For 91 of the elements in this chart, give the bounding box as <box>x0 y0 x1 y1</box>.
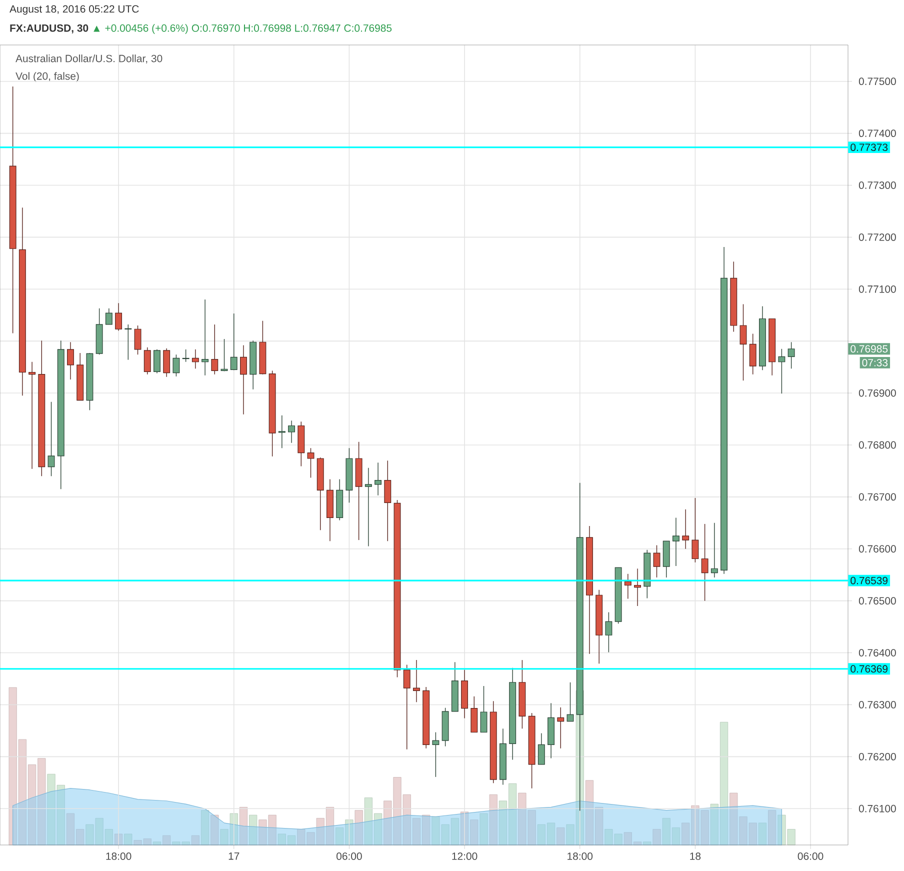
bar <box>489 794 498 846</box>
candlestick <box>192 349 199 369</box>
y-tick-label: 0.77500 <box>858 78 896 86</box>
x-tick-label: 06:00 <box>336 852 362 860</box>
candlestick <box>634 568 642 606</box>
candlestick <box>220 338 228 372</box>
candlestick <box>115 302 122 332</box>
y-tick-label: 0.76400 <box>858 649 896 656</box>
text: ▲ +0.00456 (+0.6%) <box>94 24 188 34</box>
y-tick-label: 0.77300 <box>858 182 896 189</box>
candlestick <box>710 522 718 578</box>
candlestick <box>211 324 218 375</box>
candlestick <box>124 324 132 360</box>
y-tick-label: 0.76900 <box>858 389 896 397</box>
bar <box>210 814 219 846</box>
candlestick <box>364 467 372 547</box>
candlestick <box>682 509 690 550</box>
y-tick-label: 0.76600 <box>858 545 896 553</box>
candlestick <box>480 686 488 733</box>
bar <box>758 822 767 846</box>
candlestick <box>432 732 440 778</box>
ref-line-label: 0.76539 <box>850 576 888 584</box>
y-tick-label: 0.76300 <box>858 701 896 708</box>
y-tick-label: 0.77200 <box>858 233 896 241</box>
ref-line-label: 0.77373 <box>850 144 888 152</box>
bar <box>124 834 132 846</box>
y-tick-label: 0.76800 <box>858 441 896 449</box>
candlestick <box>470 696 478 733</box>
candlestick <box>413 660 420 702</box>
candlestick <box>566 682 574 722</box>
candlestick <box>172 354 180 377</box>
candlestick <box>701 524 708 602</box>
candlestick <box>278 415 286 448</box>
candlestick <box>384 460 392 542</box>
bar <box>652 829 661 846</box>
candlestick <box>740 304 747 381</box>
bar <box>354 810 363 846</box>
candlestick <box>778 348 786 394</box>
candlestick <box>374 462 382 496</box>
bar <box>239 806 248 846</box>
candlestick <box>692 498 699 563</box>
candlestick <box>749 333 756 375</box>
y-tick-label: 0.77400 <box>858 130 896 137</box>
y-tick-label: 0.76200 <box>858 752 896 760</box>
candlestick <box>288 420 296 444</box>
chart-title: Vol (20, false) <box>16 72 79 82</box>
candlestick <box>307 448 314 478</box>
y-tick-label: 0.76500 <box>858 597 896 605</box>
candlestick <box>605 612 612 653</box>
text: Australian Dollar/U.S. Dollar, 30 <box>16 54 162 64</box>
candlestick <box>144 346 151 375</box>
x-tick-label: 18:00 <box>106 852 132 860</box>
candlestick <box>163 348 170 378</box>
bar <box>249 814 258 846</box>
y-tick-label: 0.77100 <box>858 285 896 293</box>
candlestick <box>202 299 209 376</box>
x-tick-label: 06:00 <box>798 852 824 860</box>
candlestick <box>134 325 142 355</box>
candlestick <box>48 402 55 476</box>
candlestick <box>67 342 74 380</box>
y-tick-label: 0.76100 <box>858 804 896 812</box>
text: August 18, 2016 05:22 UTC <box>10 5 139 15</box>
x-tick-label: 12:00 <box>452 852 478 860</box>
candlestick <box>624 573 632 600</box>
candlestick <box>538 732 545 765</box>
candlestick <box>154 349 160 374</box>
candlestick <box>403 664 410 750</box>
bar <box>191 835 200 846</box>
bar <box>201 810 210 846</box>
bar <box>556 827 565 846</box>
x-tick-label: 18:00 <box>568 852 593 860</box>
y-tick-label: 0.76700 <box>858 493 896 501</box>
candlestick <box>28 362 36 470</box>
x-tick-label: 18 <box>690 852 701 860</box>
text: 0.76985 <box>850 345 888 353</box>
candlestick <box>105 308 112 325</box>
candlestick <box>788 342 795 369</box>
text: O:0.76970 H:0.76998 L:0.76947 C:0.76985 <box>192 24 392 32</box>
candlestick <box>182 349 190 362</box>
text: 07:33 <box>862 358 888 366</box>
bar <box>480 813 488 846</box>
candlestick <box>557 706 564 749</box>
candlestick <box>240 344 247 415</box>
bar <box>768 810 776 846</box>
candlestick <box>230 313 238 371</box>
x-tick-label: 17 <box>228 852 240 860</box>
bar <box>162 835 171 846</box>
ref-line-label: 0.76369 <box>850 665 888 673</box>
candlestick <box>653 544 660 578</box>
candlestick <box>672 517 680 566</box>
chart-title: FX:AUDUSD, 30 <box>10 24 88 34</box>
